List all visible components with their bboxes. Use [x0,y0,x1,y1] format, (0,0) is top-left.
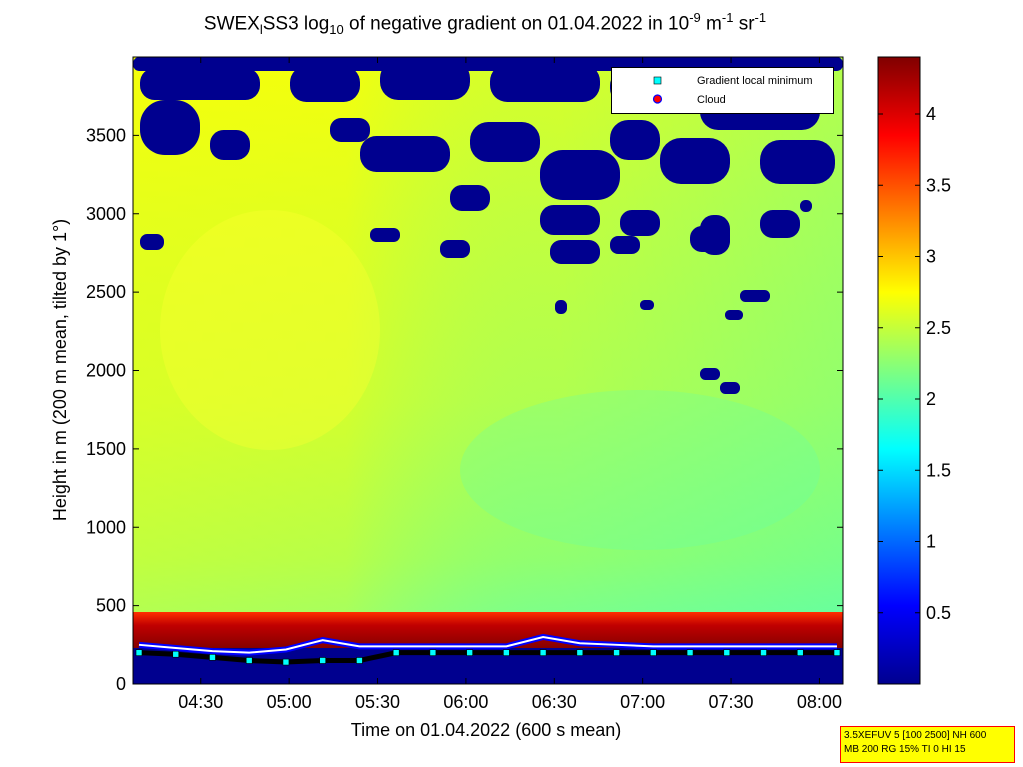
y-tick-label: 3000 [86,204,126,224]
gradient-min-marker [429,649,437,656]
gradient-min-marker [796,649,804,656]
gradient-min-marker [723,649,731,656]
y-tick-label: 1000 [86,517,126,537]
colorbar-tick-label: 2 [926,389,936,409]
x-tick-label: 04:30 [178,692,223,712]
low-signal-region [210,130,250,160]
colorbar-ticks: 0.5 1 1.5 2 2.5 3 3.5 4 [878,104,951,623]
colorbar-tick-label: 1 [926,532,936,552]
low-signal-region [555,300,567,314]
low-signal-region [720,382,740,394]
low-signal-region [440,240,470,258]
low-signal-region [800,200,812,212]
legend-item-gradient-min: Gradient local minimum [612,73,833,89]
low-signal-region [760,140,835,184]
gradient-min-marker [503,649,510,656]
legend: Gradient local minimum Cloud [611,67,834,114]
upper-blue-regions [133,57,843,394]
y-axis-label: Height in m (200 m mean, tilted by 1°) [50,219,70,521]
low-signal-region [700,368,720,380]
parameter-info-box: 3.5XEFUV 5 [100 2500] NH 600 MB 200 RG 1… [840,726,1015,763]
low-signal-region [290,66,360,102]
y-tick-label: 3500 [86,125,126,145]
low-signal-region [690,226,730,252]
legend-label-cloud: Cloud [697,94,726,106]
low-signal-region [140,68,260,100]
x-tick-label: 07:00 [620,692,665,712]
gradient-min-marker [356,657,363,664]
x-axis: 04:30 05:00 05:30 06:00 06:30 07:00 07:30 08:00 [178,57,842,712]
gradient-min-marker [576,649,584,656]
gradient-min-marker [833,649,841,656]
x-tick-label: 06:30 [532,692,577,712]
colorbar [877,56,921,685]
legend-label-gradient-min: Gradient local minimum [697,75,813,87]
colorbar-tick-label: 2.5 [926,318,951,338]
cloud-marker-icon [652,94,663,104]
low-signal-region [610,120,660,160]
low-signal-region [540,205,600,235]
y-tick-label: 500 [96,596,126,616]
gradient-min-marker [135,649,143,656]
legend-item-cloud: Cloud [612,92,833,108]
x-tick-label: 08:00 [797,692,842,712]
low-signal-region [550,240,600,264]
gradient-min-marker [319,657,326,664]
y-tick-label: 1500 [86,439,126,459]
cyan-patch [460,390,820,550]
colorbar-tick-label: 4 [926,104,936,124]
colorbar-tick-label: 0.5 [926,603,951,623]
colorbar-tick-label: 3.5 [926,175,951,195]
low-signal-region [380,60,470,100]
low-signal-region [640,300,654,310]
x-axis-label: Time on 01.04.2022 (600 s mean) [351,720,622,740]
low-signal-region [450,185,490,211]
low-signal-region [490,64,600,102]
colorbar-tick-label: 1.5 [926,460,951,480]
gradient-min-line [138,650,837,665]
x-tick-label: 05:00 [267,692,312,712]
cloud-line [138,635,837,654]
low-signal-region [760,210,800,238]
gradient-min-marker [650,649,657,656]
y-tick-label: 0 [116,674,126,694]
y-tick-label: 2000 [86,361,126,381]
low-signal-region [470,122,540,162]
gradient-min-marker [760,649,767,656]
y-axis: 0 500 1000 1500 2000 2500 3000 3500 [86,125,843,694]
gradient-min-marker [686,649,694,656]
low-signal-region [370,228,400,242]
low-signal-region [140,234,164,250]
gradient-min-marker [209,654,216,661]
low-signal-region [140,100,200,155]
low-signal-region [725,310,743,320]
low-signal-region [610,236,640,254]
gradient-min-marker [245,657,253,664]
low-signal-region [740,290,770,302]
low-signal-region [360,136,450,172]
gradient-min-marker [539,649,547,656]
x-tick-label: 06:00 [443,692,488,712]
colorbar-tick-label: 3 [926,247,936,267]
gradient-min-marker [282,658,290,666]
y-tick-label: 2500 [86,282,126,302]
yellow-core [160,210,380,450]
gradient-min-marker [392,649,400,656]
low-signal-region [620,210,660,236]
gradient-min-marker [172,650,180,658]
gradient-min-marker-icon [653,76,662,85]
low-signal-region [540,150,620,200]
info-line-1: 3.5XEFUV 5 [100 2500] NH 600 [844,730,987,741]
x-tick-label: 05:30 [355,692,400,712]
marker-lines [135,633,841,666]
x-tick-label: 07:30 [709,692,754,712]
heatmap-area [133,57,843,684]
gradient-min-marker [466,649,473,656]
info-line-2: MB 200 RG 15% TI 0 HI 15 [844,744,966,755]
low-signal-region [330,118,370,142]
low-signal-region [660,138,730,184]
chart-title: SWEXlSS3 log10 of negative gradient on 0… [203,10,767,38]
gradient-min-marker [613,649,620,656]
